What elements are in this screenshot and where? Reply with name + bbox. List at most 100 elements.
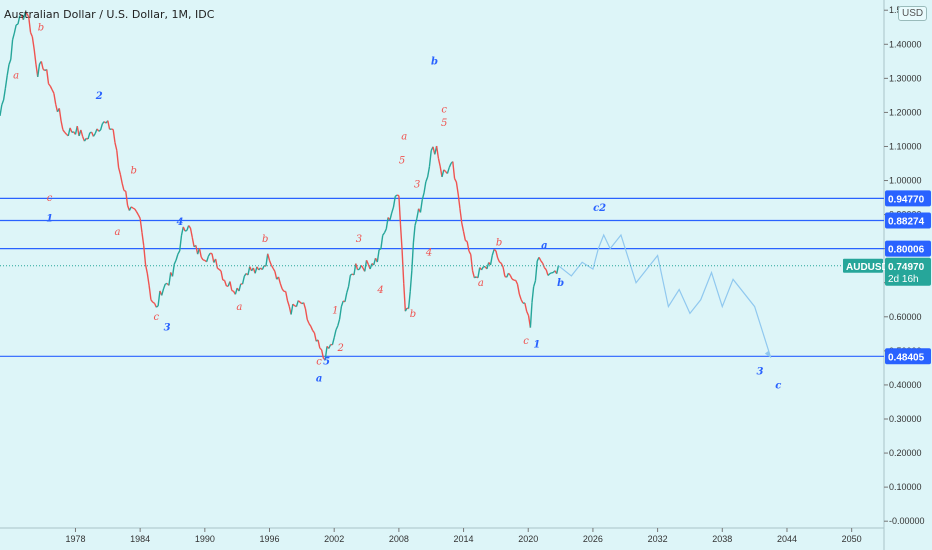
price-bar (328, 344, 332, 349)
price-bar (360, 264, 364, 269)
price-bar (60, 120, 64, 130)
price-bar (459, 208, 463, 224)
price-bar (146, 273, 150, 286)
wave-label: 4 (177, 217, 184, 228)
price-bar (234, 287, 238, 295)
price-bar (524, 302, 528, 312)
price-bar (437, 158, 441, 167)
wave-label: 4 (376, 285, 383, 296)
price-bar (254, 266, 258, 274)
price-bar (268, 260, 272, 266)
price-bar (107, 120, 111, 130)
price-bar (86, 137, 89, 140)
price-bar (392, 196, 396, 208)
price-bar (380, 235, 384, 249)
price-bar (247, 266, 251, 276)
price-bar (258, 267, 262, 271)
price-bar (1, 99, 5, 106)
price-bar (304, 308, 308, 320)
price-bar (421, 192, 425, 201)
price-bar (265, 253, 269, 267)
y-tick-label: 0.20000 (889, 448, 922, 458)
price-bar (455, 181, 459, 195)
price-bar (385, 217, 389, 230)
currency-badge[interactable]: USD (898, 6, 928, 21)
price-bar (500, 263, 504, 268)
price-bar (49, 85, 53, 90)
price-bar (141, 232, 145, 246)
level-label: 0.48405 (888, 352, 925, 363)
wave-label: c (154, 312, 160, 323)
price-bar (518, 293, 522, 300)
price-bar (398, 195, 402, 225)
wave-label: a (115, 227, 121, 238)
wave-label: 3 (164, 322, 171, 333)
price-bar (89, 131, 92, 134)
x-tick-label: 2020 (518, 534, 538, 544)
price-bar (162, 283, 166, 290)
wave-label: a (316, 374, 322, 385)
price-bar (308, 323, 312, 327)
price-bar (10, 39, 14, 60)
price-bar (161, 288, 165, 296)
price-bar (337, 318, 341, 327)
price-bar (125, 191, 129, 206)
current-price-countdown: 2d 16h (888, 274, 919, 285)
wave-label: 1 (46, 213, 53, 224)
price-bar (470, 254, 474, 271)
price-bar (267, 253, 271, 261)
wave-label: 2 (95, 91, 103, 102)
price-bar (411, 242, 415, 271)
price-bar (177, 250, 181, 255)
price-bar (333, 329, 337, 338)
price-bar (4, 75, 8, 89)
price-bar (468, 250, 472, 255)
price-bar (520, 299, 524, 304)
wave-label: b (557, 278, 564, 289)
price-bar (24, 11, 28, 15)
chart-title: Australian Dollar / U.S. Dollar, 1M, IDC (4, 8, 215, 21)
price-bar (394, 194, 398, 197)
price-bar (148, 285, 152, 300)
price-bar (480, 266, 484, 271)
price-bar (349, 273, 353, 276)
price-bar (195, 245, 199, 255)
price-bar (217, 267, 220, 271)
y-tick-label: 1.00000 (889, 176, 922, 186)
price-bar (231, 289, 234, 292)
price-bar (117, 167, 122, 175)
price-bar (186, 225, 190, 231)
x-tick-label: 2032 (648, 534, 668, 544)
price-bar (414, 218, 418, 226)
price-bar (495, 250, 499, 259)
price-bar (412, 225, 416, 243)
price-bar (443, 169, 447, 173)
price-bar (144, 264, 149, 274)
price-bar (123, 189, 127, 192)
price-bar (344, 292, 348, 302)
price-bar (114, 142, 118, 151)
wave-label: b (130, 166, 136, 177)
price-bar (155, 305, 159, 308)
wave-label: a (236, 302, 242, 313)
price-bar (428, 150, 432, 167)
price-bar (76, 125, 80, 137)
wave-label: c (523, 336, 529, 347)
price-bar (453, 178, 457, 183)
price-bar (112, 129, 116, 143)
price-bar (511, 278, 515, 281)
price-bar (101, 121, 105, 125)
price-bar (382, 232, 386, 236)
x-tick-label: 2050 (842, 534, 862, 544)
price-bar (335, 325, 339, 331)
price-bar (403, 283, 407, 312)
price-bar (67, 127, 71, 137)
price-bar (439, 166, 443, 178)
price-bar (391, 206, 395, 214)
price-bar (40, 61, 44, 70)
current-price-value: 0.74970 (888, 262, 925, 273)
wave-label: a (13, 70, 19, 81)
price-bar (31, 36, 35, 50)
